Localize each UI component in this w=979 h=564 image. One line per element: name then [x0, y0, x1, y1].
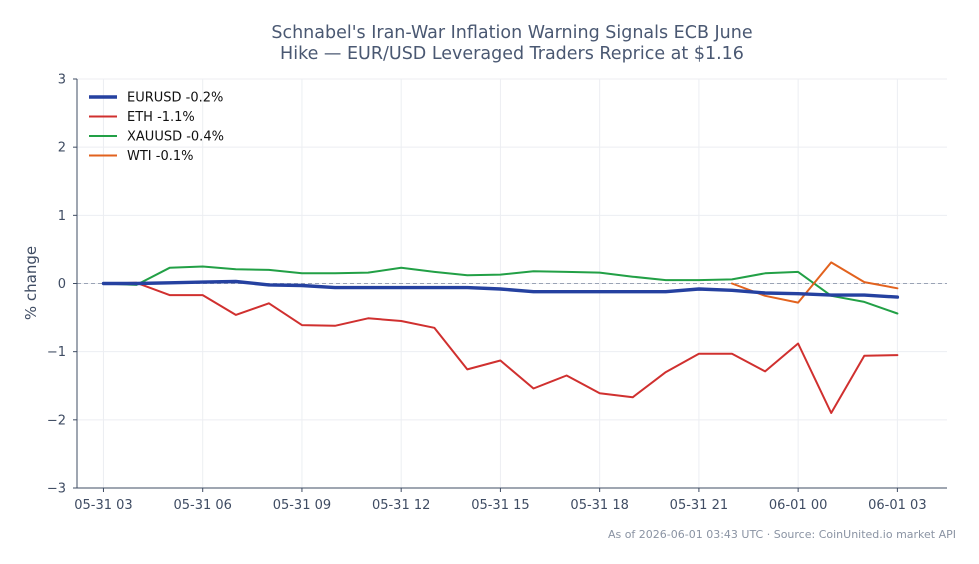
- y-tick-label-4: 1: [58, 209, 66, 224]
- x-tick-label-1: 05-31 06: [173, 498, 231, 513]
- series-line-2: [102, 265, 899, 315]
- chart-title-line-2: Hike — EUR/USD Leveraged Traders Reprice…: [280, 44, 744, 64]
- chart-title-line-1: Schnabel's Iran-War Inflation Warning Si…: [271, 23, 752, 43]
- x-tick-label-6: 05-31 21: [670, 498, 728, 513]
- legend-label-2: XAUUSD -0.4%: [127, 130, 224, 145]
- y-tick-label-5: 2: [58, 141, 66, 156]
- x-tick-label-3: 05-31 12: [372, 498, 430, 513]
- series-line-1: [102, 281, 899, 414]
- y-tick-label-3: 0: [58, 277, 66, 292]
- y-tick-label-6: 3: [58, 73, 66, 88]
- x-tick-label-4: 05-31 15: [471, 498, 529, 513]
- y-tick-label-2: −1: [47, 345, 66, 360]
- legend: EURUSD -0.2% ETH -1.1% XAUUSD -0.4% WTI -0.…: [89, 91, 224, 164]
- x-tick-label-2: 05-31 09: [273, 498, 331, 513]
- y-tick-labels: −3 −2 −1 0 1 2 3: [47, 73, 77, 497]
- x-tick-label-5: 05-31 18: [570, 498, 628, 513]
- series-line-0: [101, 279, 900, 299]
- source-footer: As of 2026-06-01 03:43 UTC · Source: Coi…: [608, 528, 956, 541]
- y-tick-label-1: −2: [47, 413, 66, 428]
- y-tick-label-0: −3: [47, 482, 66, 497]
- series-lines: [101, 261, 900, 414]
- legend-label-0: EURUSD -0.2%: [127, 91, 223, 106]
- x-tick-label-7: 06-01 00: [769, 498, 827, 513]
- legend-label-1: ETH -1.1%: [127, 110, 195, 125]
- x-tick-label-8: 06-01 03: [868, 498, 926, 513]
- x-tick-labels: 05-31 03 05-31 06 05-31 09 05-31 12 05-31 15…: [74, 488, 927, 513]
- y-axis-label: % change: [22, 246, 40, 320]
- x-tick-label-0: 05-31 03: [74, 498, 132, 513]
- legend-label-3: WTI -0.1%: [127, 149, 193, 164]
